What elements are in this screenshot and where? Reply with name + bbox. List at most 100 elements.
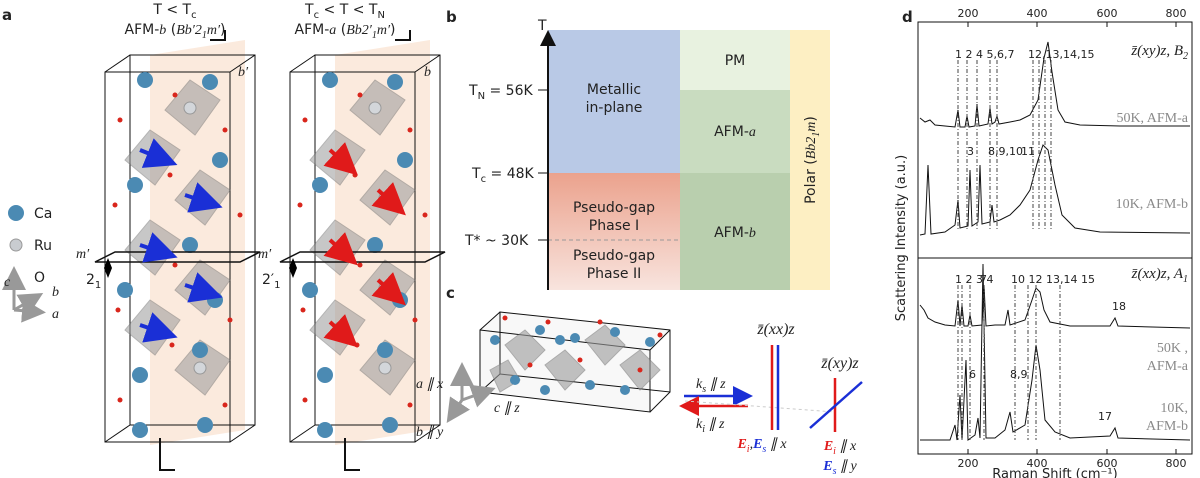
peak-label: 1 2 4 5,6,7 (955, 48, 1014, 61)
text-part: AFM- (295, 22, 330, 38)
text-part: 1 (274, 280, 280, 291)
text-part: c (314, 10, 320, 21)
text-part: s (702, 384, 706, 395)
axis-label: a (52, 307, 59, 322)
text-part: c (481, 174, 487, 185)
wavevector: ki ∥ z (696, 417, 725, 435)
peak-markers (957, 60, 1061, 440)
temperature: TN = 56K (468, 83, 533, 102)
text-part: T (304, 2, 314, 18)
text-part: m′ (207, 23, 221, 38)
text-part: N (478, 91, 485, 102)
field: Ei ∥ x (823, 439, 857, 457)
text-part: s (762, 444, 766, 455)
text-part: Bb′2 (176, 23, 202, 38)
text-part: k (696, 377, 703, 392)
peak-label: 6 (969, 368, 976, 381)
text-part: a (749, 125, 756, 140)
axis-label: T (537, 18, 547, 34)
text-part: , (750, 437, 754, 452)
ticks (967, 22, 1177, 454)
region-label: Phase I (589, 218, 639, 234)
text-part: i (833, 446, 836, 457)
text-part: ∥ x (766, 437, 787, 452)
panel-a: a T < Tc AFM-b (Bb′21m′) Tc < T < TN AFM… (1, 2, 446, 471)
panel-label: a (2, 6, 12, 24)
text-part: T (468, 83, 478, 99)
legend-text: Ru (34, 238, 52, 254)
text-part: k (696, 417, 703, 432)
plot-frame (917, 21, 1193, 455)
peak-label: 8,9,10 (988, 145, 1023, 158)
text-part: ) (803, 116, 819, 121)
region-label: Pseudo-gap (573, 248, 655, 264)
text-part: b (159, 23, 166, 38)
region (680, 30, 790, 90)
peak-label: 18 (1112, 300, 1126, 313)
x-tick-label: 600 (1097, 457, 1118, 470)
ticks (538, 89, 548, 241)
condition: Tc < T < TN (304, 2, 385, 21)
text-part: 2 (1183, 51, 1188, 62)
spin-arrows (323, 142, 406, 348)
trace-label: AFM-b (1146, 419, 1188, 434)
wavevector: ks ∥ z (696, 377, 726, 395)
x-axis-label: Raman Shift (cm⁻¹) (992, 467, 1117, 478)
text-part: z̄(xy)z, (1130, 43, 1173, 59)
region-label: AFM-b (714, 225, 756, 241)
text-part: ) (390, 22, 395, 38)
ru-icon (9, 238, 23, 252)
region-label: AFM-a (714, 124, 756, 140)
text-part: m (804, 122, 819, 132)
text-part: m′ (377, 23, 391, 38)
condition: T < Tc (152, 2, 196, 21)
spin-arrows (139, 138, 223, 343)
screw-label: 2′1 (262, 272, 280, 291)
axis-label: b ∥ y (416, 425, 444, 440)
trace-label: 50K, AFM-a (1116, 111, 1188, 126)
x-tick-label: 800 (1166, 7, 1187, 20)
text-part: ∥ z (705, 417, 725, 432)
geometry: z̄(xy)z, B2 (1130, 43, 1188, 62)
text-part: = 48K (486, 166, 534, 182)
text-part: B (1174, 43, 1183, 59)
ca-icon (8, 205, 24, 221)
region-label: Metallic (587, 82, 641, 98)
trace-label: 10K, (1160, 401, 1188, 416)
text-part: i (747, 444, 750, 455)
crystal-structure (94, 30, 261, 471)
text-part: 1 (202, 30, 207, 41)
crystal-side-view (479, 311, 671, 413)
text-part: < T < T (319, 2, 378, 18)
trace-label: 10K, AFM-b (1116, 197, 1188, 212)
geometry: z̄(xx)z, A1 (1131, 266, 1188, 285)
text-part: A (1173, 266, 1184, 282)
text-part: E (822, 459, 832, 474)
text-part: E (823, 439, 833, 454)
y-axis-label: Scattering Intensity (a.u.) (894, 155, 909, 321)
text-part: z̄(xx)z, (1131, 266, 1174, 282)
axis-label: b (52, 285, 59, 300)
beam-path (684, 400, 836, 413)
x-tick-label: 200 (958, 7, 979, 20)
text-part: ∥ z (706, 377, 726, 392)
text-part: ) (220, 22, 225, 38)
text-part: Bb2′ (346, 23, 373, 38)
text-part: ( (166, 22, 176, 38)
text-part: Polar ( (803, 159, 819, 204)
polarization (809, 381, 863, 429)
peak-label: 10 12 13,14 15 (1011, 273, 1095, 286)
region (548, 173, 680, 290)
peak-label: 8,9 (1010, 368, 1028, 381)
text-part: E (736, 437, 746, 452)
spectra (919, 41, 1191, 441)
region-label: in-plane (586, 100, 643, 116)
axes-glyph (446, 362, 496, 423)
text-part: AFM- (125, 22, 160, 38)
region (548, 30, 680, 173)
text-part: ∥ y (837, 459, 858, 474)
legend-text: O (34, 270, 45, 286)
text-part: b (749, 226, 756, 241)
peak-label: 17 (1098, 410, 1112, 423)
